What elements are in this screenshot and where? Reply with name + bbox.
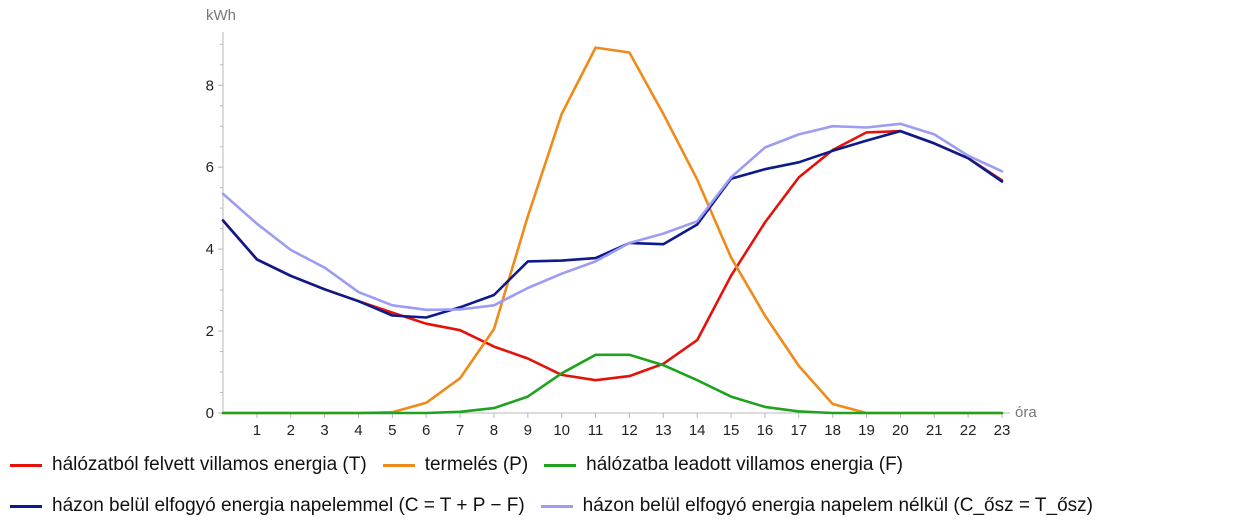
- x-tick-label: 1: [253, 422, 261, 439]
- series-line-c: [221, 129, 1004, 319]
- x-tick-label: 5: [388, 422, 396, 439]
- series-line-f: [221, 353, 1004, 415]
- y-tick-label: 8: [206, 77, 214, 94]
- x-tick-label: 14: [689, 422, 706, 439]
- axes: 1 2 3 4 5 6 7 8 9 10 11 12 13 14 15 16 17 18 19 20 21 22 23024…: [206, 32, 1011, 439]
- legend-row-2: házon belül elfogyó energia napelemmel (…: [10, 494, 1109, 518]
- x-tick-label: 12: [621, 422, 638, 439]
- x-tick-label: 6: [422, 422, 430, 439]
- series-lines: [221, 46, 1004, 415]
- legend-label-cosz: házon belül elfogyó energia napelem nélk…: [582, 495, 1093, 516]
- legend-item-cosz: házon belül elfogyó energia napelem nélk…: [540, 495, 1093, 517]
- x-tick-label: 19: [858, 422, 875, 439]
- x-tick-label: 17: [790, 422, 807, 439]
- x-tick-label: 22: [960, 422, 977, 439]
- x-tick-label: 4: [354, 422, 362, 439]
- y-axis-label: kWh: [206, 7, 236, 24]
- x-tick-label: 9: [524, 422, 532, 439]
- x-tick-label: 7: [456, 422, 464, 439]
- series-line-t: [221, 129, 1004, 382]
- y-tick-label: 4: [206, 241, 214, 258]
- legend-swatch-p: [382, 463, 415, 467]
- series-line-cosz: [221, 122, 1004, 312]
- legend-swatch-c: [10, 504, 42, 508]
- x-tick-label: 11: [588, 422, 604, 439]
- x-tick-label: 3: [320, 422, 328, 439]
- x-tick-label: 2: [287, 422, 295, 439]
- legend-item-f: hálózatba leadott villamos energia (F): [544, 454, 903, 476]
- y-tick-label: 0: [206, 405, 214, 422]
- x-axis-label: óra: [1015, 404, 1037, 421]
- x-tick-label: 23: [994, 422, 1011, 439]
- y-tick-label: 2: [206, 323, 214, 340]
- legend-swatch-f: [544, 463, 577, 467]
- x-tick-label: 20: [892, 422, 909, 439]
- legend-swatch-t: [10, 463, 42, 467]
- line-chart: 1 2 3 4 5 6 7 8 9 10 11 12 13 14 15 16 17 18 19 20 21 22 23024…: [206, 7, 1038, 439]
- legend-label-p: termelés (P): [424, 454, 529, 475]
- x-tick-label: 8: [490, 422, 498, 439]
- x-tick-label: 21: [926, 422, 943, 439]
- x-tick-label: 13: [655, 422, 672, 439]
- legend-item-p: termelés (P): [382, 454, 529, 476]
- legend-row-1: hálózatból felvett villamos energia (T) …: [10, 453, 919, 477]
- x-tick-label: 16: [757, 422, 774, 439]
- series-line-p: [221, 46, 1004, 415]
- y-tick-label: 6: [206, 159, 214, 176]
- x-tick-label: 15: [723, 422, 740, 439]
- legend-label-c: házon belül elfogyó energia napelemmel (…: [52, 495, 525, 516]
- legend-item-t: hálózatból felvett villamos energia (T): [10, 454, 367, 476]
- legend-label-f: hálózatba leadott villamos energia (F): [586, 454, 904, 475]
- x-tick-label: 10: [553, 422, 570, 439]
- legend-item-c: házon belül elfogyó energia napelemmel (…: [10, 495, 525, 517]
- x-tick-label: 18: [824, 422, 841, 439]
- legend-label-t: hálózatból felvett villamos energia (T): [52, 454, 367, 475]
- legend-swatch-cosz: [540, 504, 573, 508]
